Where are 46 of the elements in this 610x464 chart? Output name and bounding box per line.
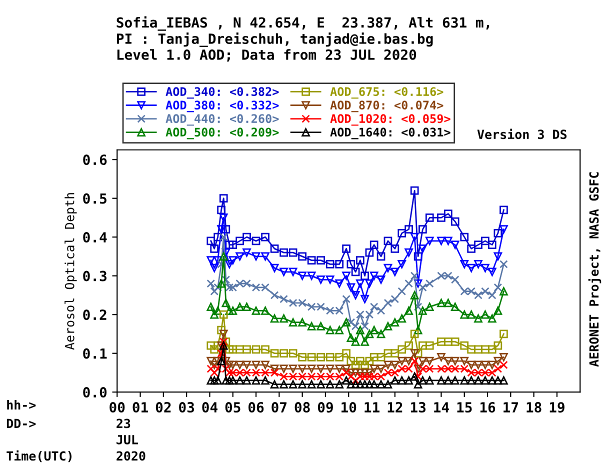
chart-subtitle: PI : Tanja_Dreischuh, tanjad@ie.bas.bg Level 1.0 AOD; Data from 23 JUL 2020 — [117, 32, 433, 62]
y-tick-label: 0.2 — [83, 310, 106, 320]
legend-label: AOD_1640: <0.031> — [330, 128, 450, 140]
x-tick-label: 11 — [364, 402, 380, 412]
y-tick-label: 0.0 — [83, 387, 107, 398]
text: JUL — [116, 435, 138, 444]
legend-label: AOD_340: <0.382> — [166, 87, 279, 99]
x-tick-label: 16 — [480, 402, 496, 413]
x-tick-label: 04 — [202, 402, 218, 413]
x-tick-label: 10 — [342, 402, 356, 413]
x-tick-label: 18 — [526, 402, 542, 413]
legend-label: AOD_870: <0.074> — [330, 100, 444, 112]
x-tick-label: 06 — [248, 402, 264, 413]
x-tick-label: 14 — [434, 402, 449, 412]
x-axis-title: Time(UTC) — [6, 450, 72, 462]
text: 23 — [116, 418, 130, 428]
x-tick-label: 00 — [110, 402, 125, 413]
text: Version 3 DS — [477, 128, 567, 140]
legend-label: AOD_440: <0.260> — [166, 114, 279, 126]
y-axis-title: Aerosol Optical Depth — [64, 193, 77, 350]
x-tick-label: 12 — [388, 402, 402, 412]
y-tick-label: 0.3 — [83, 270, 106, 282]
x-tick-label: 08 — [294, 402, 310, 413]
y-tick-label: 0.5 — [83, 193, 106, 204]
legend-label: AOD_1020: <0.059> — [330, 114, 450, 126]
text: hh-> — [7, 400, 36, 410]
x-tick-label: 01 — [132, 402, 148, 413]
y-tick-label: 0.6 — [83, 154, 107, 166]
x-tick-label: 15 — [457, 402, 472, 413]
x-tick-label: 09 — [318, 402, 333, 413]
text: AERONET Project, NASA GSFC — [588, 172, 602, 367]
x-tick-label: 05 — [225, 402, 240, 413]
x-tick-label: 19 — [550, 402, 564, 413]
legend-label: AOD_675: <0.116> — [330, 87, 444, 99]
x-tick-label: 03 — [179, 402, 194, 413]
legend-label: AOD_380: <0.332> — [166, 100, 279, 112]
chart-title: Sofia_IEBAS , N 42.654, E 23.387, Alt 631 m, — [116, 16, 490, 31]
legend-label: AOD_500: <0.209> — [166, 128, 279, 140]
x-tick-label: 07 — [272, 402, 286, 413]
x-tick-label: 13 — [410, 402, 426, 413]
y-tick-label: 0.1 — [83, 348, 107, 359]
text: 2020 — [116, 451, 146, 461]
y-tick-label: 0.4 — [83, 232, 107, 243]
x-tick-label: 17 — [504, 402, 518, 412]
x-tick-label: 02 — [156, 402, 171, 413]
text: DD-> — [6, 418, 36, 428]
